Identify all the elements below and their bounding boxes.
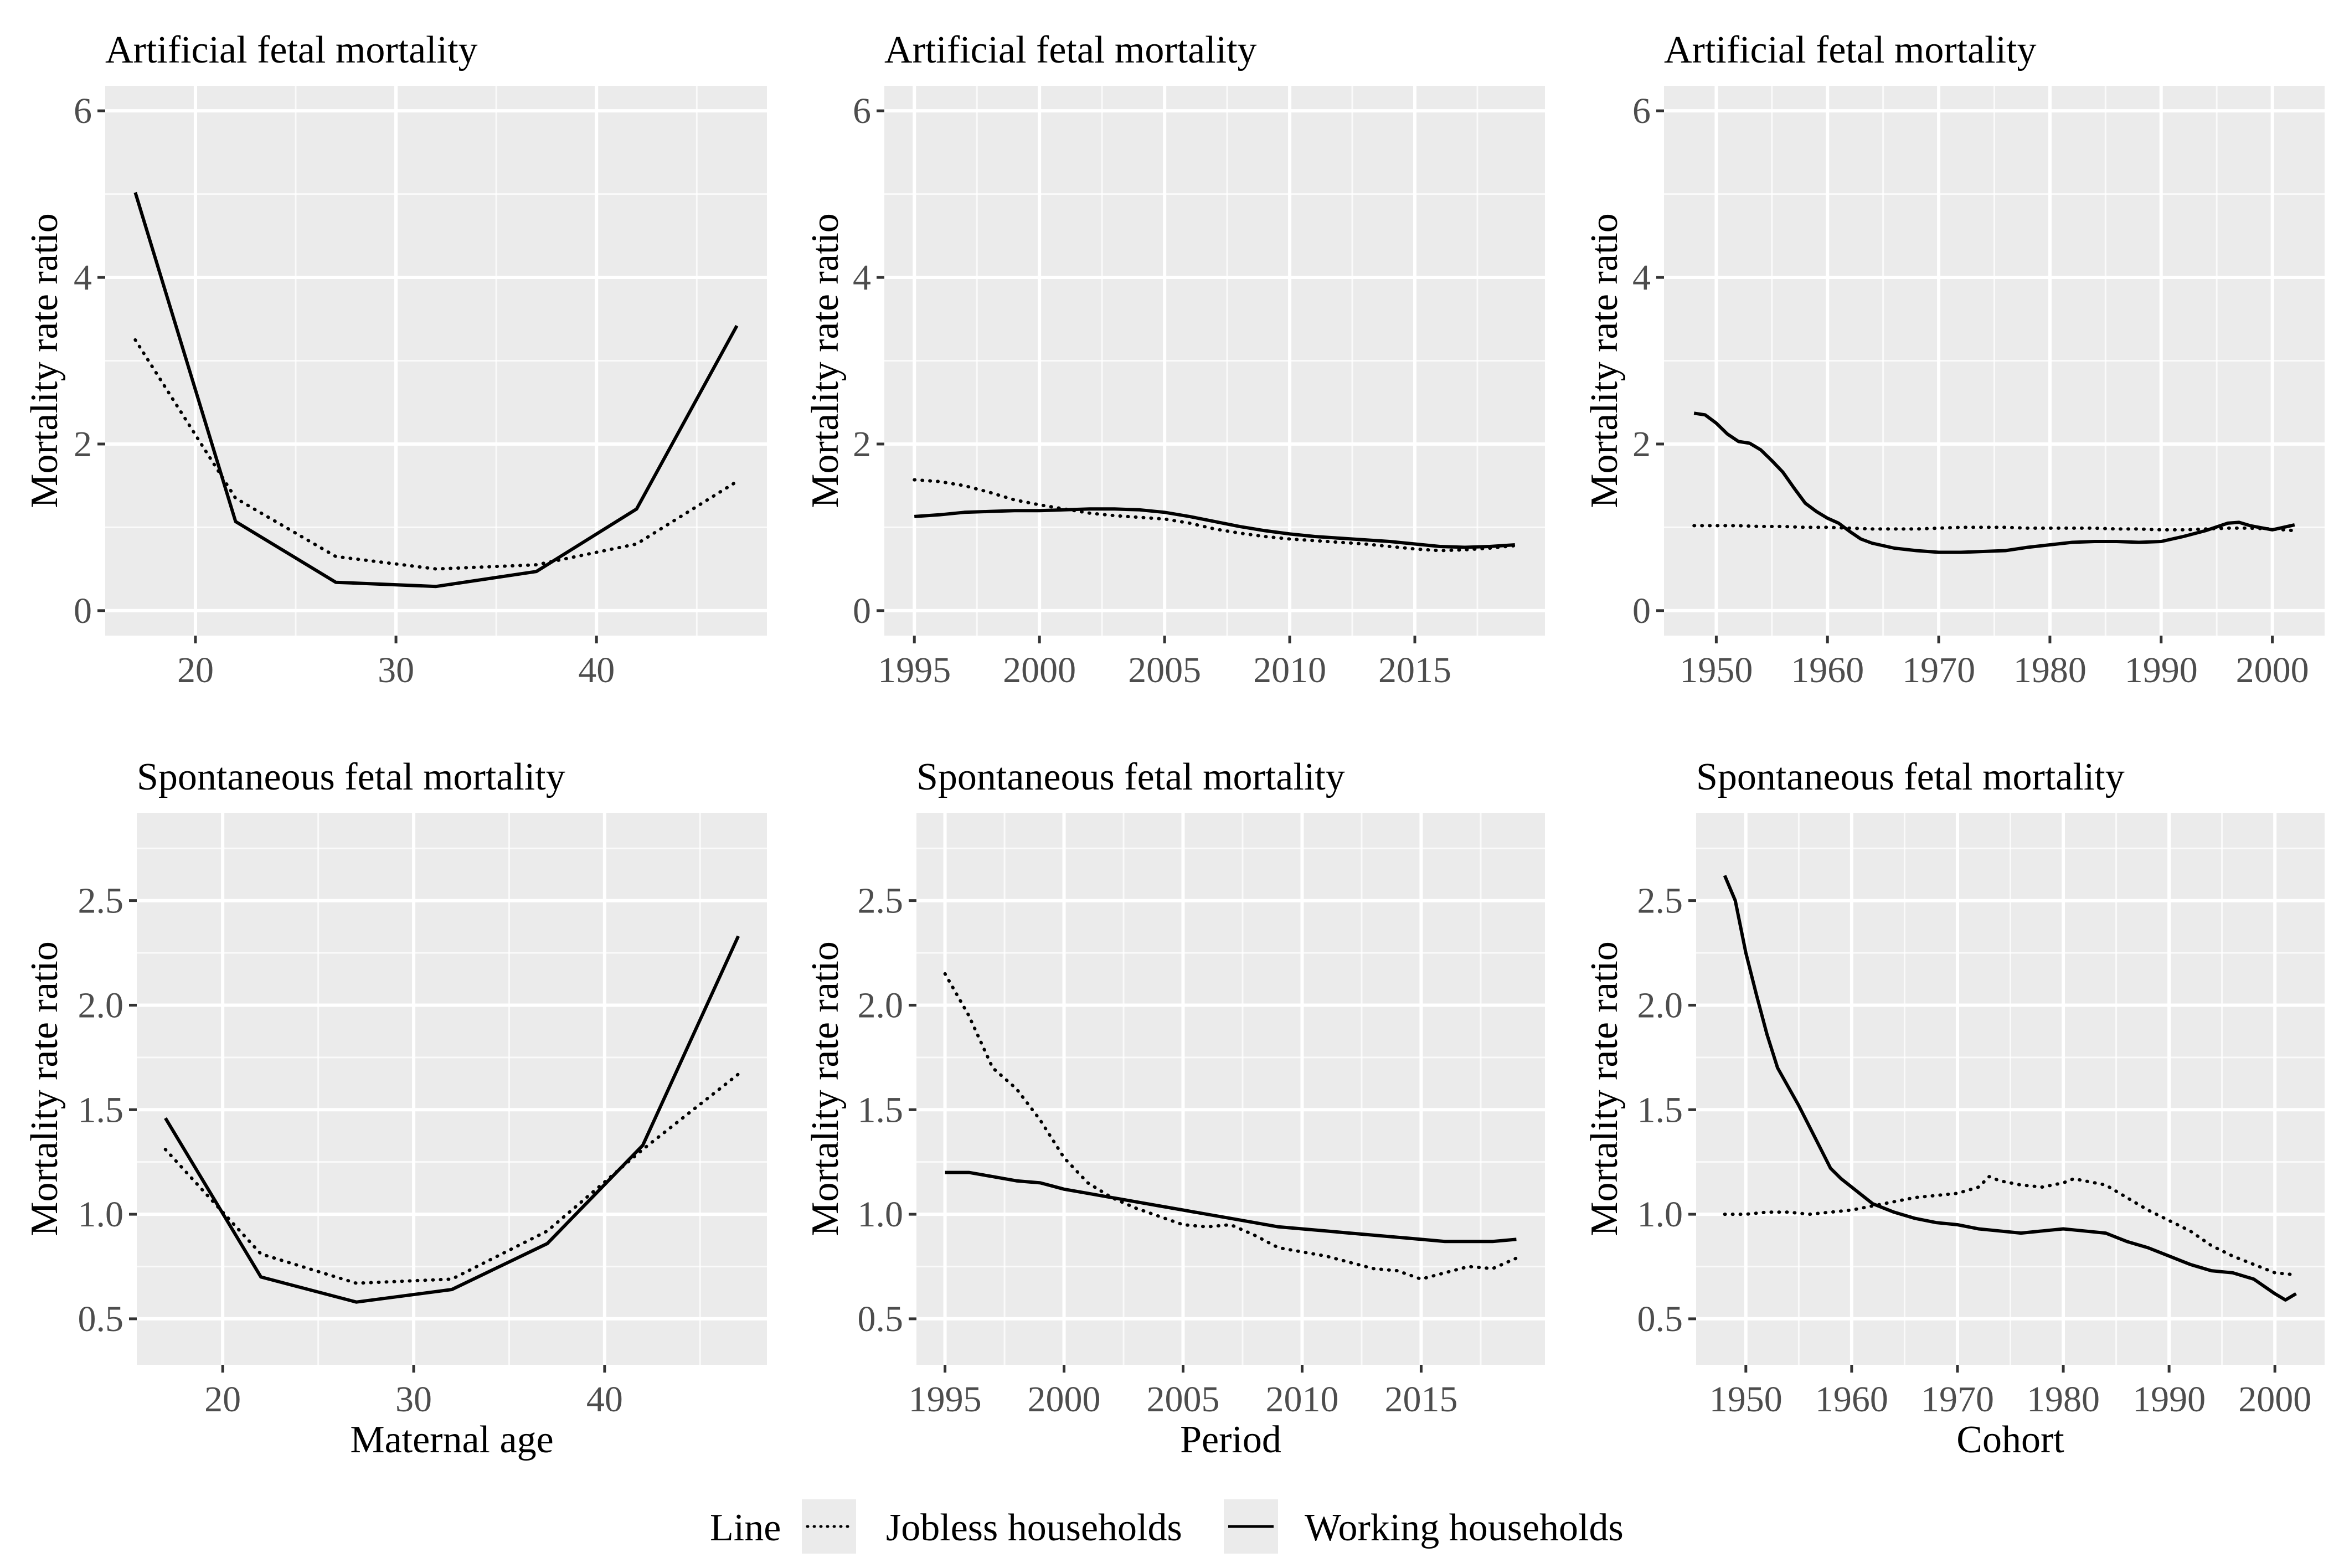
x-tick-label: 30 xyxy=(395,1379,432,1420)
y-tick-label: 6 xyxy=(1632,91,1651,131)
series-line-working xyxy=(945,1170,1517,1244)
y-tick-label: 6 xyxy=(853,91,871,131)
panel-6: 1950 1960 1970 1980 1990 2000 0.5 1.0 1.5 2.0 2.5 S… xyxy=(1583,756,2325,1461)
x-tick-label: 2000 xyxy=(2236,650,2309,690)
x-tick-label: 20 xyxy=(177,650,214,690)
y-tick-label: 2 xyxy=(1632,424,1651,465)
y-tick-label: 4 xyxy=(853,257,871,298)
panel-4: 20 30 40 0.5 1.0 1.5 2.0 2.5 Spontaneous fetal m… xyxy=(23,756,767,1461)
y-tick-label: 2 xyxy=(74,424,92,465)
x-tick-label: 1980 xyxy=(2013,650,2087,690)
x-tick-label: 1950 xyxy=(1680,650,1753,690)
y-tick-label: 2 xyxy=(853,424,871,465)
y-tick-label: 4 xyxy=(1632,257,1651,298)
y-tick-label: 4 xyxy=(74,257,92,298)
x-axis-title: Maternal age xyxy=(350,1419,553,1461)
x-tick-label: 2015 xyxy=(1384,1379,1457,1420)
y-tick-label: 2.5 xyxy=(78,881,124,921)
y-tick-label: 2.0 xyxy=(858,985,904,1025)
y-tick-label: 0 xyxy=(1632,591,1651,631)
legend-label-working: Working households xyxy=(1305,1507,1624,1549)
x-tick-label: 2005 xyxy=(1128,650,1201,690)
panel-title: Spontaneous fetal mortality xyxy=(137,756,565,798)
x-tick-label: 2000 xyxy=(1003,650,1076,690)
panel-title: Spontaneous fetal mortality xyxy=(1696,756,2125,798)
x-tick-label: 30 xyxy=(378,650,414,690)
y-axis-title: Mortality rate ratio xyxy=(1583,941,1626,1236)
y-tick-label: 2.0 xyxy=(78,985,124,1025)
y-tick-label: 0 xyxy=(74,591,92,631)
series-line-jobless xyxy=(133,338,739,571)
series-line-jobless xyxy=(1723,1175,2298,1277)
panel-2: 1995 2000 2005 2010 2015 0 2 4 6 Artificial fetal… xyxy=(804,29,1545,690)
series-line-working xyxy=(1693,411,2295,554)
plot-area xyxy=(916,813,1545,1365)
x-tick-label: 2015 xyxy=(1378,650,1451,690)
y-axis-title: Mortality rate ratio xyxy=(23,213,66,508)
panel-title: Artificial fetal mortality xyxy=(884,29,1257,71)
y-tick-label: 1.5 xyxy=(858,1090,904,1130)
x-tick-label: 1980 xyxy=(2027,1379,2100,1420)
y-tick-label: 2.0 xyxy=(1637,985,1683,1025)
x-tick-label: 1950 xyxy=(1709,1379,1783,1420)
y-tick-label: 2.5 xyxy=(1637,881,1683,921)
y-tick-label: 1.0 xyxy=(858,1194,904,1235)
x-tick-label: 2010 xyxy=(1265,1379,1338,1420)
x-axis-title: Cohort xyxy=(1956,1419,2064,1461)
x-tick-label: 1960 xyxy=(1815,1379,1888,1420)
x-axis-title: Period xyxy=(1180,1419,1281,1461)
y-tick-label: 1.0 xyxy=(1637,1194,1683,1235)
y-axis-title: Mortality rate ratio xyxy=(1583,213,1626,508)
legend: Line Jobless households Working househol… xyxy=(710,1499,1624,1554)
x-tick-label: 20 xyxy=(204,1379,241,1420)
series-line-working xyxy=(164,935,740,1304)
x-tick-label: 2010 xyxy=(1253,650,1326,690)
x-tick-label: 1990 xyxy=(2132,1379,2206,1420)
x-tick-label: 1960 xyxy=(1791,650,1864,690)
panel-1: 20 30 40 0 2 4 6 Artificial fetal mortality Mort… xyxy=(23,29,767,690)
y-tick-label: 1.5 xyxy=(1637,1090,1683,1130)
series-line-working xyxy=(1723,875,2297,1302)
y-tick-label: 2.5 xyxy=(858,881,904,921)
x-tick-label: 1970 xyxy=(1921,1379,1994,1420)
plot-area xyxy=(137,813,767,1365)
series-line-working xyxy=(133,192,739,589)
y-axis-title: Mortality rate ratio xyxy=(804,213,847,508)
y-tick-label: 0.5 xyxy=(1637,1299,1683,1339)
series-line-jobless xyxy=(163,1072,740,1285)
y-axis-title: Mortality rate ratio xyxy=(804,941,847,1236)
y-tick-label: 0.5 xyxy=(78,1299,124,1339)
series-line-jobless xyxy=(913,478,1517,553)
legend-title: Line xyxy=(710,1507,781,1549)
x-tick-label: 2000 xyxy=(1028,1379,1101,1420)
series-line-working xyxy=(914,507,1515,549)
y-tick-label: 1.5 xyxy=(78,1090,124,1130)
panel-title: Artificial fetal mortality xyxy=(1664,29,2037,71)
y-tick-label: 6 xyxy=(74,91,92,131)
panel-5: 1995 2000 2005 2010 2015 0.5 1.0 1.5 2.0 2.5 Spont… xyxy=(804,756,1545,1461)
x-tick-label: 40 xyxy=(586,1379,623,1420)
x-tick-label: 2005 xyxy=(1147,1379,1220,1420)
panel-title: Spontaneous fetal mortality xyxy=(916,756,1345,798)
panel-title: Artificial fetal mortality xyxy=(105,29,478,71)
x-tick-label: 2000 xyxy=(2238,1379,2311,1420)
x-tick-label: 1970 xyxy=(1902,650,1975,690)
x-tick-label: 1995 xyxy=(878,650,951,690)
series-line-jobless xyxy=(1692,524,2296,533)
y-axis-title: Mortality rate ratio xyxy=(23,941,66,1236)
y-tick-label: 0 xyxy=(853,591,871,631)
panel-3: 1950 1960 1970 1980 1990 2000 0 2 4 6 Artificial f… xyxy=(1583,29,2325,690)
x-tick-label: 1990 xyxy=(2125,650,2198,690)
y-tick-label: 1.0 xyxy=(78,1194,124,1235)
legend-label-jobless: Jobless households xyxy=(886,1507,1182,1549)
y-tick-label: 0.5 xyxy=(858,1299,904,1339)
x-tick-label: 1995 xyxy=(909,1379,982,1420)
x-tick-label: 40 xyxy=(578,650,615,690)
